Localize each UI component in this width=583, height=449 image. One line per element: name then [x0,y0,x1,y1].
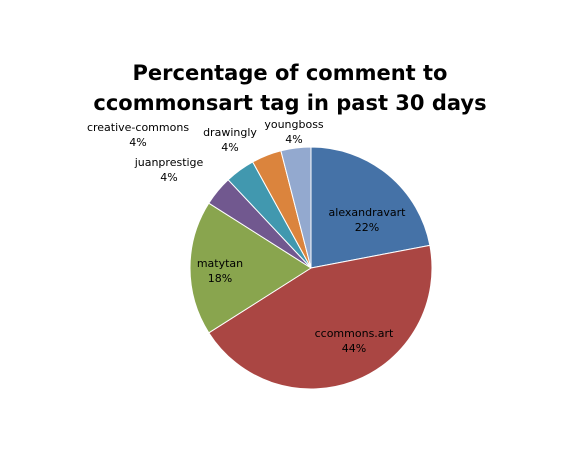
slice-label-drawingly: drawingly [203,126,257,139]
slice-label-alexandravart: alexandravart [329,206,407,219]
slice-label-youngboss: youngboss [264,118,324,131]
slice-label-juanprestige: juanprestige [134,156,204,169]
slice-label-ccommons-art: ccommons.art [315,327,394,340]
slice-value-label-matytan: 18% [208,272,232,285]
chart-title: Percentage of comment to ccommonsart tag… [93,61,487,115]
slice-label-creative-commons: creative-commons [87,121,189,134]
pie-slice-youngboss [280,146,312,269]
slice-value-label-ccommons-art: 44% [342,342,366,355]
slice-value-label-creative-commons: 4% [129,136,146,149]
slice-value-label-youngboss: 4% [285,133,302,146]
slice-value-label-alexandravart: 22% [355,221,379,234]
pie-slice-matytan [189,202,312,334]
pie-slice-alexandravart [310,146,431,269]
pie-slice-ccommons-art [208,244,433,390]
slice-value-label-juanprestige: 4% [160,171,177,184]
slice-value-label-drawingly: 4% [221,141,238,154]
slice-label-matytan: matytan [197,257,243,270]
